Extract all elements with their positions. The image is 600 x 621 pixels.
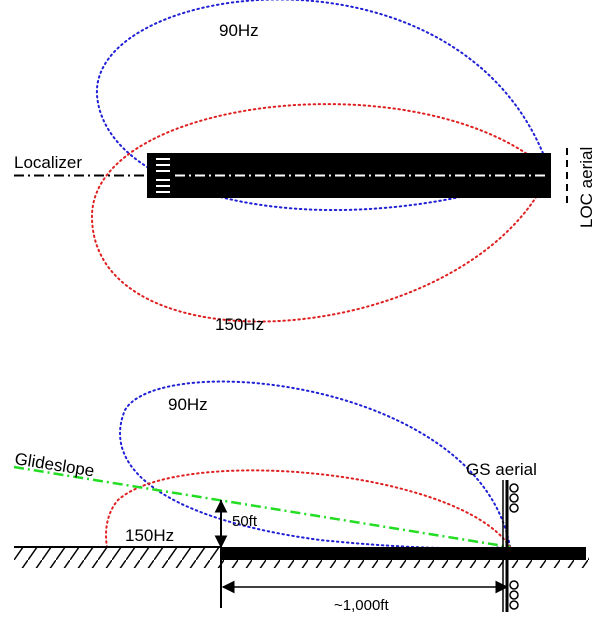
- height-label: 50ft: [232, 513, 258, 530]
- glideslope-label: Glideslope: [13, 449, 95, 480]
- glideslope-90hz-label: 90Hz: [168, 395, 208, 414]
- gs-aerial-icon: [502, 480, 519, 612]
- glideslope-90hz-lobe: [119, 380, 511, 550]
- gs-aerial-label: GS aerial: [466, 460, 537, 479]
- glidepath-line: [13, 465, 511, 549]
- glideslope-150hz-label: 150Hz: [125, 526, 174, 545]
- glideslope-panel: Glideslope 90Hz 150Hz GS aerial 50ft ~1,…: [13, 380, 589, 614]
- localizer-150hz-lobe: [90, 103, 551, 323]
- localizer-label: Localizer: [14, 153, 82, 172]
- localizer-150hz-label: 150Hz: [215, 315, 264, 334]
- loc-aerial-label: LOC aerial: [577, 147, 596, 228]
- localizer-90hz-lobe: [95, 0, 551, 212]
- glideslope-runway: [222, 547, 586, 560]
- distance-label: ~1,000ft: [334, 597, 389, 614]
- glideslope-150hz-lobe: [105, 469, 511, 548]
- runway-threshold-markings: [156, 158, 170, 193]
- localizer-panel: Localizer 90Hz 150Hz LOC aerial: [14, 0, 596, 334]
- localizer-90hz-label: 90Hz: [219, 21, 259, 40]
